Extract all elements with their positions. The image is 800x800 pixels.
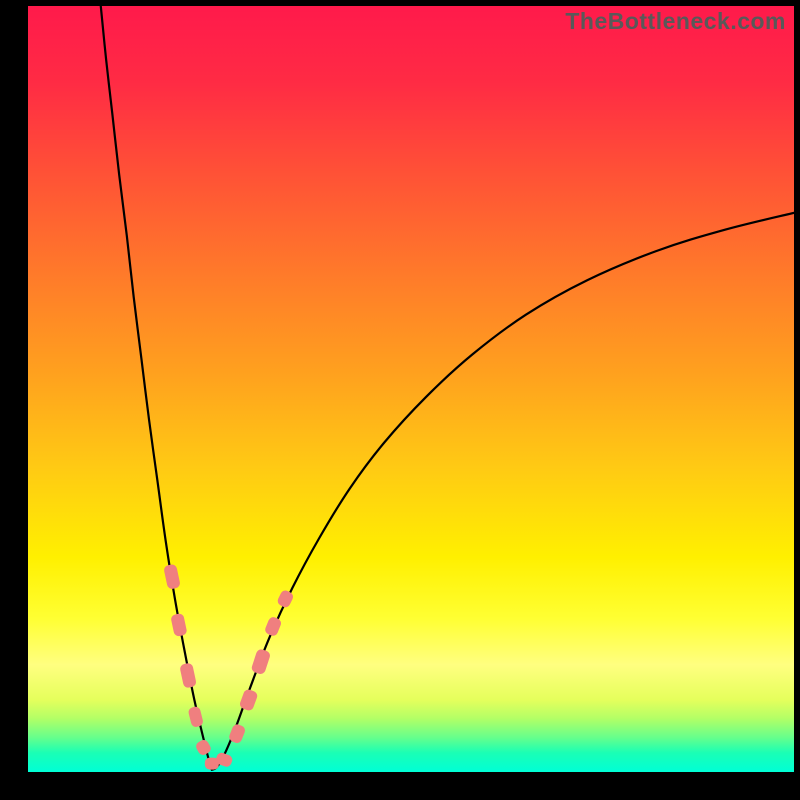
data-marker <box>276 589 295 609</box>
data-marker <box>228 723 247 745</box>
data-marker <box>170 613 187 637</box>
data-marker <box>179 662 197 688</box>
data-marker <box>250 648 271 675</box>
plot-area <box>28 6 794 772</box>
data-marker <box>264 616 283 638</box>
data-marker <box>215 751 234 768</box>
data-marker <box>239 688 259 712</box>
watermark-text: TheBottleneck.com <box>565 8 786 35</box>
data-marker <box>194 738 212 757</box>
curve-left-branch <box>101 6 212 770</box>
plot-svg <box>28 6 794 772</box>
data-marker <box>188 706 204 728</box>
curve-right-branch <box>212 213 794 770</box>
data-marker <box>205 758 219 770</box>
data-marker <box>163 564 181 590</box>
